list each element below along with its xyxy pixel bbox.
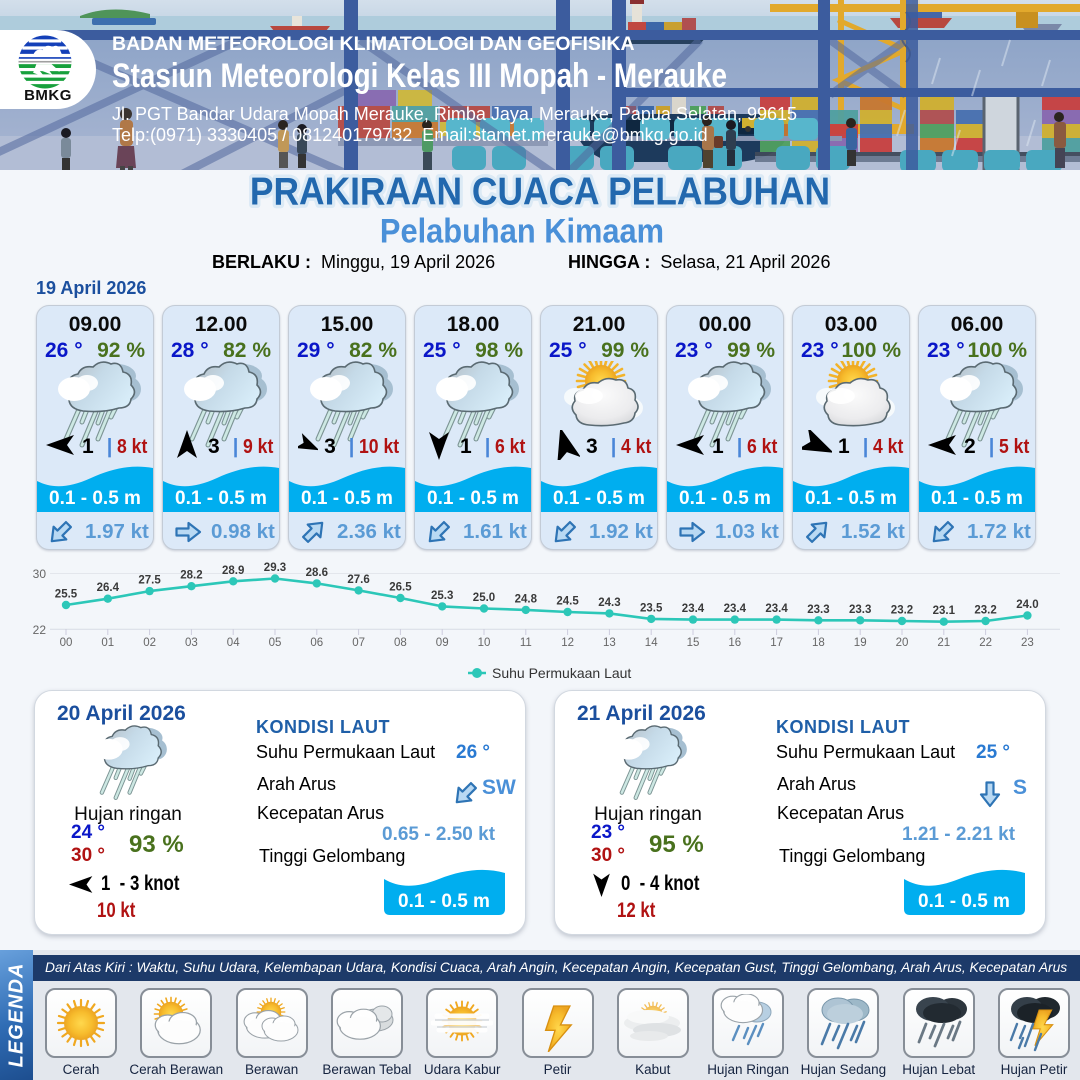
svg-text:25.0: 25.0	[473, 592, 495, 604]
svg-text:25.5: 25.5	[55, 589, 78, 601]
svg-text:00: 00	[60, 637, 73, 649]
svg-text:12: 12	[561, 637, 574, 649]
svg-text:26.5: 26.5	[389, 582, 412, 594]
svg-text:26.4: 26.4	[97, 582, 120, 594]
svg-text:05: 05	[269, 637, 282, 649]
svg-text:13: 13	[603, 637, 616, 649]
svg-text:03: 03	[185, 637, 198, 649]
svg-text:16: 16	[728, 637, 741, 649]
svg-text:0.1 - 0.5 m: 0.1 - 0.5 m	[398, 891, 490, 912]
svg-text:17: 17	[770, 637, 783, 649]
svg-text:18: 18	[812, 637, 825, 649]
svg-text:19: 19	[854, 637, 867, 649]
svg-text:23.3: 23.3	[849, 604, 871, 616]
svg-text:27.6: 27.6	[347, 574, 369, 586]
svg-text:Suhu Permukaan Laut: Suhu Permukaan Laut	[492, 665, 631, 681]
svg-text:22: 22	[33, 623, 47, 637]
svg-text:23.1: 23.1	[933, 605, 956, 617]
svg-text:0.1 - 0.5 m: 0.1 - 0.5 m	[918, 891, 1010, 912]
svg-text:23.2: 23.2	[891, 605, 913, 617]
svg-text:29.3: 29.3	[264, 562, 286, 574]
svg-text:Pelabuhan Kimaam: Pelabuhan Kimaam	[380, 212, 664, 250]
svg-text:07: 07	[352, 637, 365, 649]
svg-text:24.3: 24.3	[598, 597, 620, 609]
svg-text:23.3: 23.3	[807, 604, 829, 616]
svg-text:10: 10	[478, 637, 491, 649]
svg-text:28.2: 28.2	[180, 570, 202, 582]
svg-text:22: 22	[979, 637, 992, 649]
svg-text:14: 14	[645, 637, 658, 649]
svg-text:06: 06	[310, 637, 323, 649]
svg-text:24.0: 24.0	[1016, 599, 1038, 611]
svg-text:28.6: 28.6	[306, 567, 328, 579]
svg-text:23.4: 23.4	[765, 603, 788, 615]
svg-text:09: 09	[436, 637, 449, 649]
svg-text:23.4: 23.4	[724, 603, 747, 615]
svg-text:23.2: 23.2	[974, 605, 996, 617]
svg-text:27.5: 27.5	[138, 575, 161, 587]
svg-text:02: 02	[143, 637, 156, 649]
svg-text:28.9: 28.9	[222, 565, 244, 577]
svg-text:11: 11	[520, 637, 532, 649]
svg-text:23.5: 23.5	[640, 602, 663, 614]
svg-text:20: 20	[896, 637, 909, 649]
svg-text:23: 23	[1021, 637, 1034, 649]
svg-text:25.3: 25.3	[431, 590, 453, 602]
svg-text:24.5: 24.5	[556, 596, 579, 608]
svg-text:04: 04	[227, 637, 240, 649]
svg-text:30: 30	[33, 567, 47, 581]
svg-text:08: 08	[394, 637, 407, 649]
svg-text:01: 01	[101, 637, 114, 649]
svg-text:24.8: 24.8	[515, 593, 538, 605]
svg-text:21: 21	[937, 637, 950, 649]
svg-text:15: 15	[687, 637, 700, 649]
svg-text:PRAKIRAAN CUACA PELABUHAN: PRAKIRAAN CUACA PELABUHAN	[250, 170, 830, 213]
svg-text:23.4: 23.4	[682, 603, 705, 615]
